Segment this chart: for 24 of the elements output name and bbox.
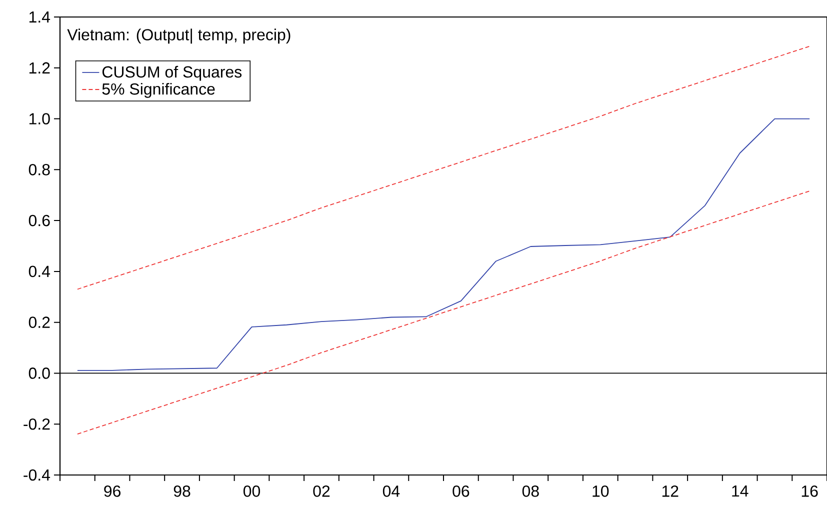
x-tick-label: 04 <box>382 486 400 497</box>
y-tick-label: 0.4 <box>28 266 50 278</box>
x-tick-label: 16 <box>802 486 818 497</box>
y-tick-label: -0.4 <box>24 469 50 481</box>
y-tick-label: 1.4 <box>29 11 50 22</box>
text: Vietnam: (Output| temp, precip) <box>67 28 290 44</box>
x-tick-label: 14 <box>732 486 748 497</box>
y-tick-label: 0.8 <box>28 164 50 176</box>
x-tick-label: 12 <box>662 486 678 497</box>
x-tick-label: 98 <box>174 486 190 497</box>
legend-label: 5% Significance <box>102 82 215 98</box>
x-tick-label: 02 <box>313 486 330 497</box>
y-tick-label: 1.2 <box>29 62 50 74</box>
x-tick-label: 00 <box>243 486 260 497</box>
y-tick-label: 0.6 <box>28 214 50 226</box>
x-tick-label: 08 <box>522 486 539 497</box>
legend-label: CUSUM of Squares <box>102 66 242 81</box>
y-tick-label: 0.2 <box>28 316 50 328</box>
x-tick-label: 96 <box>104 486 120 497</box>
x-tick-label: 06 <box>452 486 470 497</box>
y-tick-label: 1.0 <box>29 113 50 124</box>
y-tick-label: -0.2 <box>24 418 50 430</box>
y-tick-label: 0.0 <box>28 368 50 379</box>
x-tick-label: 10 <box>592 486 609 497</box>
